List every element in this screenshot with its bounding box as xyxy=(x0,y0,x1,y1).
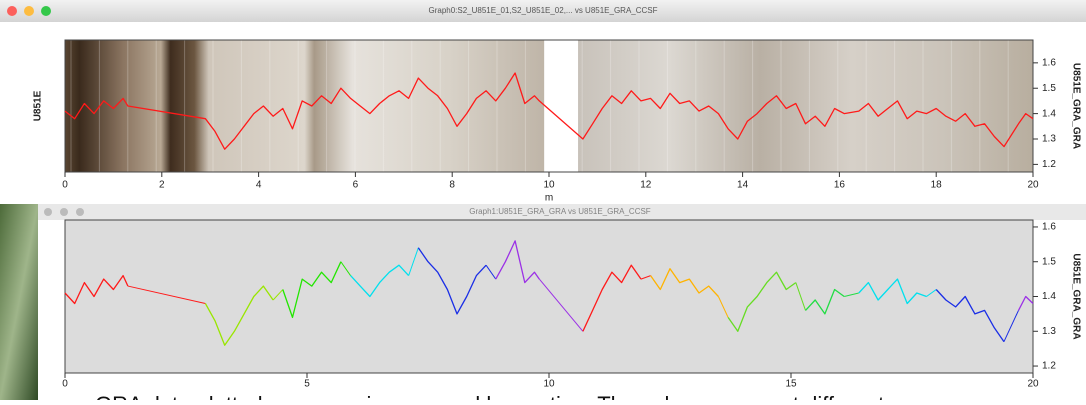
core-image xyxy=(578,40,1033,172)
x-tick-label: 0 xyxy=(62,379,68,390)
connector xyxy=(640,275,651,280)
y-tick-label: 1.4 xyxy=(1042,291,1056,302)
data-line xyxy=(417,247,487,315)
background-photo xyxy=(0,204,38,400)
x-tick-label: 8 xyxy=(449,180,455,191)
data-line xyxy=(858,278,927,305)
data-line xyxy=(650,268,719,297)
connector xyxy=(538,278,584,332)
x-tick-label: 20 xyxy=(1027,180,1039,191)
x-tick-label: 10 xyxy=(543,379,555,390)
connector xyxy=(844,292,859,297)
connector xyxy=(1003,310,1019,342)
connector xyxy=(127,285,206,304)
data-line xyxy=(1017,295,1034,311)
data-line xyxy=(935,289,1005,343)
y-tick-label: 1.6 xyxy=(1042,57,1056,68)
y-tick-label: 1.2 xyxy=(1042,361,1056,372)
y2-axis-label: U851E_GRA_GRA xyxy=(1070,63,1081,149)
data-line xyxy=(64,72,1034,150)
y-tick-label: 1.3 xyxy=(1042,134,1056,145)
x-tick-label: 12 xyxy=(640,180,652,191)
connector xyxy=(926,289,937,297)
zoom-button[interactable] xyxy=(41,6,51,16)
connector xyxy=(272,289,284,301)
x-tick-label: 4 xyxy=(256,180,262,191)
data-line xyxy=(495,240,540,284)
connector xyxy=(408,247,419,276)
x-tick-label: 6 xyxy=(353,180,359,191)
y-tick-label: 1.5 xyxy=(1042,256,1056,267)
x-tick-label: 20 xyxy=(1027,379,1039,390)
data-line xyxy=(727,271,797,332)
x-tick-label: 14 xyxy=(737,180,749,191)
data-line xyxy=(282,261,342,319)
core-image xyxy=(65,40,545,172)
title-bar xyxy=(0,204,1086,220)
x-tick-label: 10 xyxy=(543,180,555,191)
y-tick-label: 1.4 xyxy=(1042,108,1056,119)
caption: GRA data plotted over core images and by… xyxy=(95,392,884,400)
minimize-button[interactable] xyxy=(24,6,34,16)
x-tick-label: 0 xyxy=(62,180,68,191)
x-axis-label: m xyxy=(545,193,553,204)
zoom-button[interactable] xyxy=(76,208,84,216)
y-tick-label: 1.6 xyxy=(1042,222,1056,233)
connector xyxy=(340,261,351,276)
y-tick-label: 1.3 xyxy=(1042,326,1056,337)
data-line xyxy=(805,288,845,315)
x-tick-label: 5 xyxy=(304,379,310,390)
y-tick-label: 1.2 xyxy=(1042,159,1056,170)
connector xyxy=(717,296,729,318)
y2-axis-label: U851E_GRA_GRA xyxy=(1070,253,1081,339)
close-button[interactable] xyxy=(7,6,17,16)
connector xyxy=(485,264,497,280)
title-bar xyxy=(0,0,1086,22)
x-tick-label: 16 xyxy=(834,180,846,191)
data-line xyxy=(350,264,410,298)
y-axis-label: U851E xyxy=(33,90,44,121)
y-tick-label: 1.5 xyxy=(1042,83,1056,94)
data-line xyxy=(64,274,129,305)
x-tick-label: 18 xyxy=(931,180,943,191)
x-tick-label: 2 xyxy=(159,180,165,191)
window-title: Graph0:S2_U851E_01,S2_U851E_02,... vs U8… xyxy=(428,6,657,15)
data-line xyxy=(582,264,642,332)
window-title: Graph1:U851E_GRA_GRA vs U851E_GRA_CCSF xyxy=(469,207,651,216)
x-tick-label: 15 xyxy=(785,379,797,390)
close-button[interactable] xyxy=(44,208,52,216)
minimize-button[interactable] xyxy=(60,208,68,216)
plot-background xyxy=(65,220,1033,373)
data-line xyxy=(204,285,274,346)
connector xyxy=(795,282,806,311)
